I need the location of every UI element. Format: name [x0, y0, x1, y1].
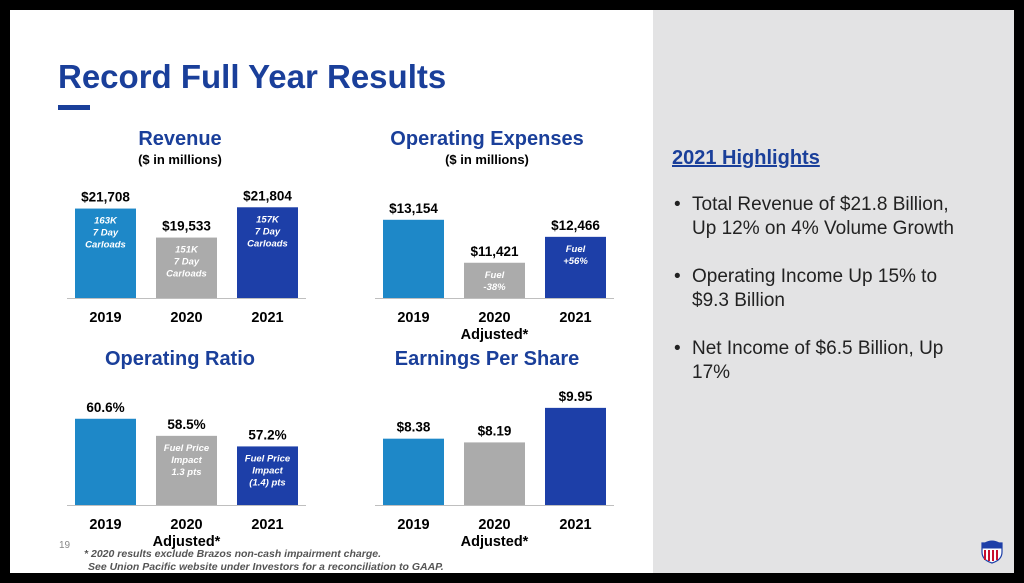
tick-label: 2019	[397, 517, 429, 533]
bar-annotation: 7 Day	[255, 226, 281, 237]
data-label: 58.5%	[167, 417, 205, 432]
operating-expenses-chart-subtitle: ($ in millions)	[445, 152, 529, 167]
tick-label: 2020	[170, 310, 202, 326]
highlight-item: Operating Income Up 15% to $9.3 Billion	[672, 265, 972, 313]
bar-annotation: 7 Day	[174, 257, 200, 268]
bar-2021	[237, 207, 298, 298]
bar-2020	[464, 442, 525, 505]
bar-annotation: Impact	[252, 465, 283, 476]
bar-annotation: Fuel	[566, 244, 586, 255]
data-label: $8.38	[397, 420, 431, 435]
bar-annotation: 151K	[175, 245, 199, 256]
tick-label: 2020	[170, 517, 202, 533]
bar-annotation: 163K	[94, 216, 118, 227]
bar-annotation: Carloads	[166, 269, 207, 280]
tick-label: 2021	[559, 310, 591, 326]
bar-annotation: Carloads	[247, 238, 288, 249]
revenue-chart: Revenue ($ in millions) $21,708 163K 7 Day…	[60, 125, 306, 326]
bar-annotation: 1.3 pts	[171, 467, 201, 478]
union-pacific-shield-icon	[981, 540, 1003, 564]
bar-annotation: Fuel	[485, 270, 505, 281]
bar-2019	[383, 219, 444, 298]
data-label: $8.19	[478, 423, 512, 438]
operating-ratio-chart: Operating Ratio 60.6% 2019 58.5% Fuel Price…	[60, 346, 306, 550]
data-label: 60.6%	[86, 400, 124, 415]
bar-annotation: Fuel Price	[245, 453, 291, 464]
tick-label: 2019	[89, 310, 121, 326]
data-label: $11,421	[470, 244, 519, 259]
bar-2021	[545, 407, 606, 505]
footnote: * 2020 results exclude Brazos non-cash i…	[84, 548, 444, 573]
data-label: $21,708	[81, 190, 130, 205]
revenue-chart-title: Revenue	[138, 128, 222, 150]
bar-2019	[75, 418, 136, 505]
earnings-per-share-chart-title: Earnings Per Share	[394, 348, 580, 370]
operating-expenses-chart-title: Operating Expenses	[390, 128, 584, 150]
bar-annotation: 7 Day	[93, 228, 119, 239]
footnote-line-2: See Union Pacific website under Investor…	[88, 561, 444, 573]
bar-2021	[545, 236, 606, 298]
data-label: $19,533	[162, 219, 211, 234]
tick-label: 2021	[559, 517, 591, 533]
operating-expenses-chart: Operating Expenses ($ in millions) $13,1…	[362, 125, 614, 345]
bar-annotation: -38%	[483, 282, 506, 293]
highlight-item: Total Revenue of $21.8 Billion, Up 12% o…	[672, 193, 972, 241]
bar-2020	[156, 435, 217, 505]
operating-ratio-chart-title: Operating Ratio	[104, 348, 255, 370]
bar-annotation: Impact	[171, 455, 202, 466]
bar-2021	[237, 446, 298, 505]
bar-annotation: Fuel Price	[164, 443, 210, 454]
page-title: Record Full Year Results	[58, 58, 447, 95]
highlights-list: Total Revenue of $21.8 Billion, Up 12% o…	[672, 193, 972, 409]
tick-label: 2021	[251, 310, 283, 326]
tick-sublabel: Adjusted*	[461, 327, 529, 343]
footnote-line-1: * 2020 results exclude Brazos non-cash i…	[84, 548, 382, 560]
tick-sublabel: Adjusted*	[461, 534, 529, 550]
tick-label: 2020	[478, 310, 510, 326]
tick-label: 2021	[251, 517, 283, 533]
tick-label: 2020	[478, 517, 510, 533]
revenue-chart-subtitle: ($ in millions)	[138, 152, 222, 167]
title-underline	[58, 105, 90, 110]
data-label: $13,154	[389, 201, 438, 216]
highlight-item: Net Income of $6.5 Billion, Up 17%	[672, 337, 972, 385]
earnings-per-share-chart: Earnings Per Share $8.38 2019 $8.19 2020 Adj…	[362, 346, 614, 550]
tick-label: 2019	[397, 310, 429, 326]
page-number: 19	[59, 540, 71, 551]
tick-label: 2019	[89, 517, 121, 533]
operating-expenses-chart-plot: $13,1542019$11,421Fuel-38%2020Adjusted*$…	[375, 201, 614, 343]
bar-2019	[75, 208, 136, 298]
highlights-title: 2021 Highlights	[672, 147, 820, 169]
tick-sublabel: Adjusted*	[153, 534, 221, 550]
bar-2020	[156, 237, 217, 298]
data-label: 57.2%	[248, 427, 286, 442]
data-label: $9.95	[559, 389, 593, 404]
bar-2019	[383, 438, 444, 505]
bar-annotation: Carloads	[85, 240, 126, 251]
bar-annotation: (1.4) pts	[249, 477, 285, 488]
bar-2020	[464, 262, 525, 298]
bar-annotation: +56%	[563, 256, 588, 267]
data-label: $12,466	[551, 218, 600, 233]
bar-annotation: 157K	[256, 214, 280, 225]
data-label: $21,804	[243, 188, 292, 203]
